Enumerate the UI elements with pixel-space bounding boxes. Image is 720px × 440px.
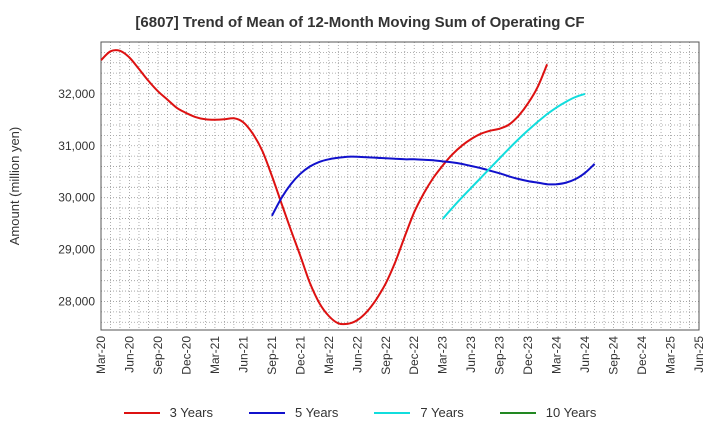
legend-swatch-5-years (249, 411, 285, 414)
x-tick-label: Sep-23 (493, 336, 507, 375)
x-tick-label: Jun-23 (464, 336, 478, 373)
legend-label-5-years: 5 Years (295, 405, 339, 420)
y-tick-label: 32,000 (58, 87, 95, 101)
series-line-5-years (271, 155, 596, 217)
x-tick-label: Sep-22 (379, 336, 393, 375)
grid-lines (101, 42, 699, 330)
series-line-7-years (441, 92, 586, 220)
x-tick-label: Jun-20 (122, 336, 136, 373)
x-tick-label: Mar-20 (94, 336, 108, 374)
y-tick-labels: 28,000 29,000 30,000 31,000 32,000 (58, 87, 95, 309)
x-tick-label: Dec-22 (407, 336, 421, 375)
x-tick-label: Sep-24 (607, 336, 621, 375)
x-tick-label: Sep-20 (151, 336, 165, 375)
y-tick-label: 30,000 (58, 191, 95, 205)
legend-label-3-years: 3 Years (169, 405, 213, 420)
legend-swatch-7-years (374, 411, 411, 414)
x-tick-label: Jun-24 (578, 336, 592, 373)
legend: 3 Years 5 Years 7 Years 10 Years (0, 405, 720, 420)
chart-title: [6807] Trend of Mean of 12-Month Moving … (135, 14, 585, 31)
x-tick-label: Dec-20 (179, 336, 193, 375)
y-tick-label: 31,000 (58, 139, 95, 153)
y-axis-label: Amount (million yen) (7, 127, 22, 246)
legend-label-10-years: 10 Years (545, 405, 597, 420)
x-tick-label: Mar-25 (664, 336, 678, 374)
series-line-3-years (100, 49, 549, 326)
x-tick-label: Sep-21 (265, 336, 279, 375)
legend-item-10-years: 10 Years (499, 405, 597, 420)
y-tick-label: 28,000 (58, 294, 95, 308)
y-tick-label: 29,000 (58, 243, 95, 257)
legend-label-7-years: 7 Years (420, 405, 464, 420)
x-tick-label: Dec-21 (293, 336, 307, 375)
x-tick-label: Dec-23 (521, 336, 535, 375)
x-tick-label: Mar-21 (208, 336, 222, 374)
x-tick-label: Mar-23 (436, 336, 450, 374)
x-tick-label: Jun-25 (692, 336, 706, 373)
x-tick-label: Mar-24 (550, 336, 564, 374)
legend-swatch-10-years (499, 411, 536, 414)
legend-item-7-years: 7 Years (374, 405, 464, 420)
x-tick-label: Jun-22 (350, 336, 364, 373)
legend-item-5-years: 5 Years (249, 405, 338, 420)
legend-swatch-3-years (123, 411, 160, 414)
x-tick-label: Jun-21 (236, 336, 250, 373)
legend-item-3-years: 3 Years (123, 405, 213, 420)
x-tick-label: Dec-24 (635, 336, 649, 375)
x-tick-label: Mar-22 (322, 336, 336, 374)
series-lines (100, 49, 596, 326)
x-tick-labels: Mar-20 Jun-20 Sep-20 Dec-20 Mar-21 Jun-21 Sep-… (94, 336, 706, 375)
plot-frame (100, 41, 700, 331)
